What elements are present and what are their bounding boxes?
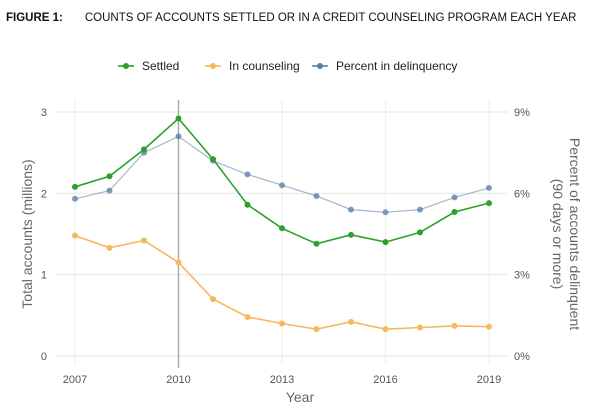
x-tick-label: 2013	[270, 374, 294, 386]
data-point-in-counseling	[348, 318, 354, 325]
data-point-settled	[382, 239, 389, 246]
data-point-percent-in-delinquency	[348, 206, 354, 213]
figure-title-text: COUNTS OF ACCOUNTS SETTLED OR IN A CREDI…	[84, 12, 577, 24]
data-point-percent-in-delinquency	[279, 182, 285, 189]
x-tick-label: 2016	[373, 374, 397, 386]
legend-swatch-dot	[123, 63, 129, 69]
legend-swatch-dot	[210, 63, 216, 69]
legend-label: Settled	[142, 59, 179, 73]
y-left-tick-label: 2	[41, 188, 47, 200]
data-point-settled	[141, 146, 147, 153]
data-point-settled	[417, 229, 423, 236]
data-point-settled	[106, 173, 113, 180]
data-point-in-counseling	[244, 313, 251, 320]
data-point-settled	[210, 156, 216, 163]
data-point-in-counseling	[382, 326, 389, 333]
y-left-tick-label: 0	[41, 351, 47, 363]
data-point-in-counseling	[72, 232, 78, 239]
legend-swatch-dot	[317, 63, 323, 69]
figure-title: FIGURE 1: COUNTS OF ACCOUNTS SETTLED OR I…	[6, 12, 576, 24]
data-point-settled	[244, 201, 251, 208]
legend-label: In counseling	[229, 59, 300, 73]
y-left-axis-title: Total accounts (millions)	[19, 159, 35, 308]
data-point-in-counseling	[141, 237, 147, 244]
data-point-percent-in-delinquency	[244, 171, 251, 178]
legend-label: Percent in delinquency	[336, 59, 457, 73]
data-point-settled	[348, 231, 354, 238]
data-point-percent-in-delinquency	[72, 195, 78, 202]
figure-number: FIGURE 1:	[6, 12, 63, 24]
y-left-tick-label: 3	[41, 107, 47, 119]
y-right-tick-label: 0%	[514, 351, 530, 363]
data-point-percent-in-delinquency	[313, 193, 320, 200]
data-point-settled	[175, 115, 182, 122]
y-right-tick-label: 9%	[514, 107, 530, 119]
data-point-percent-in-delinquency	[175, 133, 182, 140]
data-point-settled	[451, 209, 458, 216]
x-axis-title: Year	[286, 389, 315, 405]
data-point-percent-in-delinquency	[451, 194, 458, 201]
data-point-percent-in-delinquency	[417, 206, 423, 213]
data-point-settled	[279, 225, 285, 232]
data-point-percent-in-delinquency	[486, 184, 492, 191]
data-point-percent-in-delinquency	[106, 187, 113, 194]
data-point-percent-in-delinquency	[382, 209, 389, 216]
data-point-in-counseling	[313, 326, 320, 333]
x-tick-label: 2019	[477, 374, 501, 386]
y-right-tick-label: 3%	[514, 270, 530, 282]
x-tick-label: 2010	[166, 374, 190, 386]
x-tick-label: 2007	[63, 374, 87, 386]
y-right-axis-title: Percent of accounts delinquent(90 days o…	[550, 138, 583, 330]
data-point-settled	[486, 200, 492, 207]
y-left-tick-label: 1	[41, 270, 47, 282]
data-point-in-counseling	[486, 323, 492, 330]
data-point-in-counseling	[210, 296, 216, 303]
data-point-settled	[72, 183, 78, 190]
data-point-in-counseling	[279, 320, 285, 327]
data-point-in-counseling	[451, 322, 458, 329]
data-point-in-counseling	[106, 244, 113, 251]
data-point-settled	[313, 240, 320, 247]
data-point-in-counseling	[175, 259, 182, 266]
data-point-in-counseling	[417, 324, 423, 331]
y-right-tick-label: 6%	[514, 188, 530, 200]
